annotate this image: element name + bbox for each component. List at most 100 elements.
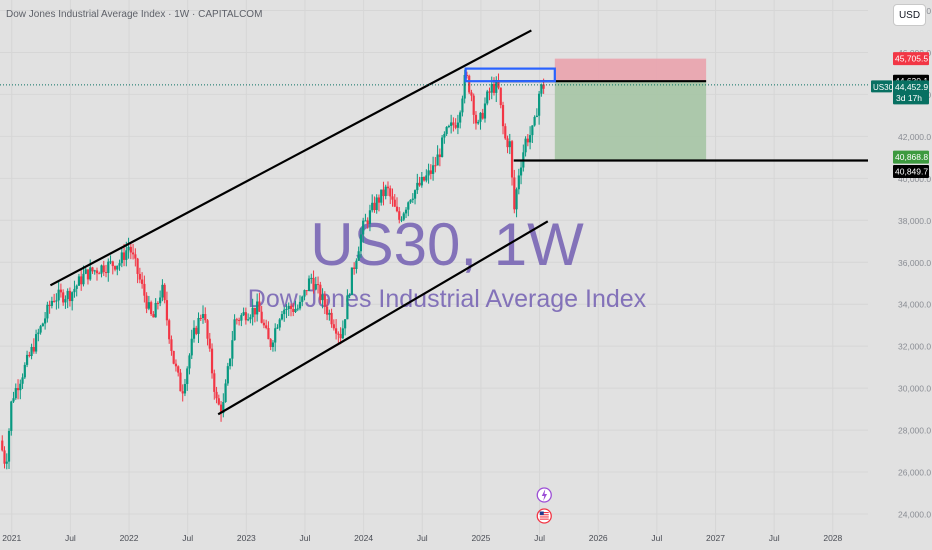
upper-channel-line [49, 29, 532, 287]
candle-body [271, 342, 275, 348]
line-level-label-text: 40,849.7 [895, 167, 928, 177]
time-axis[interactable]: 2021 Jul 2022 Jul 2023 Jul 2024 Jul 2025 Jul 2026 J… [2, 533, 842, 543]
candle-body [400, 219, 403, 221]
candle-body [452, 122, 455, 126]
candle-body [127, 246, 130, 251]
line-level-label-bg [893, 165, 929, 179]
current-price-text: 44,452.9 [895, 82, 928, 92]
candle-body [287, 305, 290, 309]
lightning-icon[interactable] [536, 487, 552, 503]
target-price-label-bg [893, 150, 929, 164]
candle-body [434, 165, 437, 167]
candle-body [359, 234, 363, 252]
candle-body [285, 308, 288, 310]
time-tick-label: Jul [417, 533, 428, 543]
candle-body [57, 289, 60, 301]
candle-body [89, 267, 92, 280]
candle-body [409, 199, 412, 203]
candle-body [504, 126, 507, 139]
time-tick-label: 2022 [120, 533, 139, 543]
candle-body [46, 304, 49, 319]
candle-body [215, 391, 218, 399]
currency-button[interactable]: USD [893, 4, 926, 26]
candle-body [531, 125, 534, 136]
candle-body [240, 315, 243, 321]
candle-body [53, 300, 56, 302]
candle-body [238, 319, 241, 321]
candle-body [348, 294, 351, 296]
time-tick-label: Jul [300, 533, 311, 543]
candle-body [429, 170, 432, 174]
price-labels: 45,705.544,630.144,452.93d 17hUS3040,868… [871, 52, 929, 179]
candle-body [488, 91, 491, 93]
candle-body [219, 404, 223, 414]
candle-body [93, 270, 96, 272]
candle-body [228, 358, 232, 367]
candle-body [30, 347, 33, 356]
candle-body [242, 312, 245, 316]
candle-body [459, 112, 462, 123]
candle-body [380, 189, 383, 203]
candle-body [233, 319, 236, 341]
candle-body [404, 209, 408, 214]
candle-body [100, 265, 103, 274]
candle-body [73, 288, 76, 293]
candle-body [156, 302, 160, 304]
candle-body [118, 263, 121, 266]
candle-body [422, 176, 426, 181]
candle-body [357, 251, 360, 261]
candle-body [91, 267, 94, 272]
candle-body [389, 188, 392, 197]
stop-price-label: 45,705.5 [893, 52, 929, 66]
candle-body [172, 350, 175, 364]
candle-body [244, 312, 247, 321]
countdown-text: 3d 17h [896, 93, 922, 103]
position-zones[interactable] [554, 58, 707, 161]
candle-body [450, 122, 453, 126]
candle-body [508, 141, 511, 148]
candle-body [350, 267, 353, 295]
candle-body [125, 250, 128, 260]
candle-body [418, 182, 421, 186]
candle-body [159, 297, 162, 304]
candle-body [506, 138, 509, 148]
candle-body [463, 74, 466, 99]
candle-body [170, 339, 173, 351]
candle-body [109, 261, 112, 263]
candle-body [3, 450, 6, 464]
candle-body [71, 292, 74, 302]
event-icons[interactable] [536, 487, 552, 524]
drawings-layer[interactable] [0, 29, 868, 416]
candle-body [107, 261, 110, 273]
candle-body [269, 339, 272, 348]
candle-body [77, 276, 81, 286]
candle-body [120, 252, 123, 264]
time-tick-label: Jul [769, 533, 780, 543]
candle-body [398, 211, 401, 220]
candle-body [150, 302, 153, 315]
candle-body [48, 304, 51, 306]
candle-body [231, 340, 234, 359]
candle-body [165, 300, 169, 321]
candle-body [10, 401, 13, 431]
current-price-bg [893, 80, 929, 105]
candle-body [274, 328, 277, 343]
symbol-tag-text: US30 [873, 83, 894, 92]
candle-body [66, 290, 69, 300]
symbol-tag-bg [871, 80, 892, 93]
candle-body [382, 189, 385, 197]
candle-body [280, 314, 284, 320]
time-tick-label: 2025 [471, 533, 490, 543]
candle-body [528, 135, 532, 143]
candle-body [113, 266, 117, 270]
flag-stripe [539, 512, 549, 514]
us-flag-icon[interactable] [536, 508, 552, 524]
candle-body [192, 327, 196, 339]
candle-body [177, 366, 180, 373]
lower-channel-line [217, 220, 549, 416]
price-tick-label: 32,000.0 [898, 342, 931, 352]
candle-body [540, 84, 543, 94]
candle-body [62, 292, 65, 303]
price-tick-label: 24,000.0 [898, 510, 931, 520]
